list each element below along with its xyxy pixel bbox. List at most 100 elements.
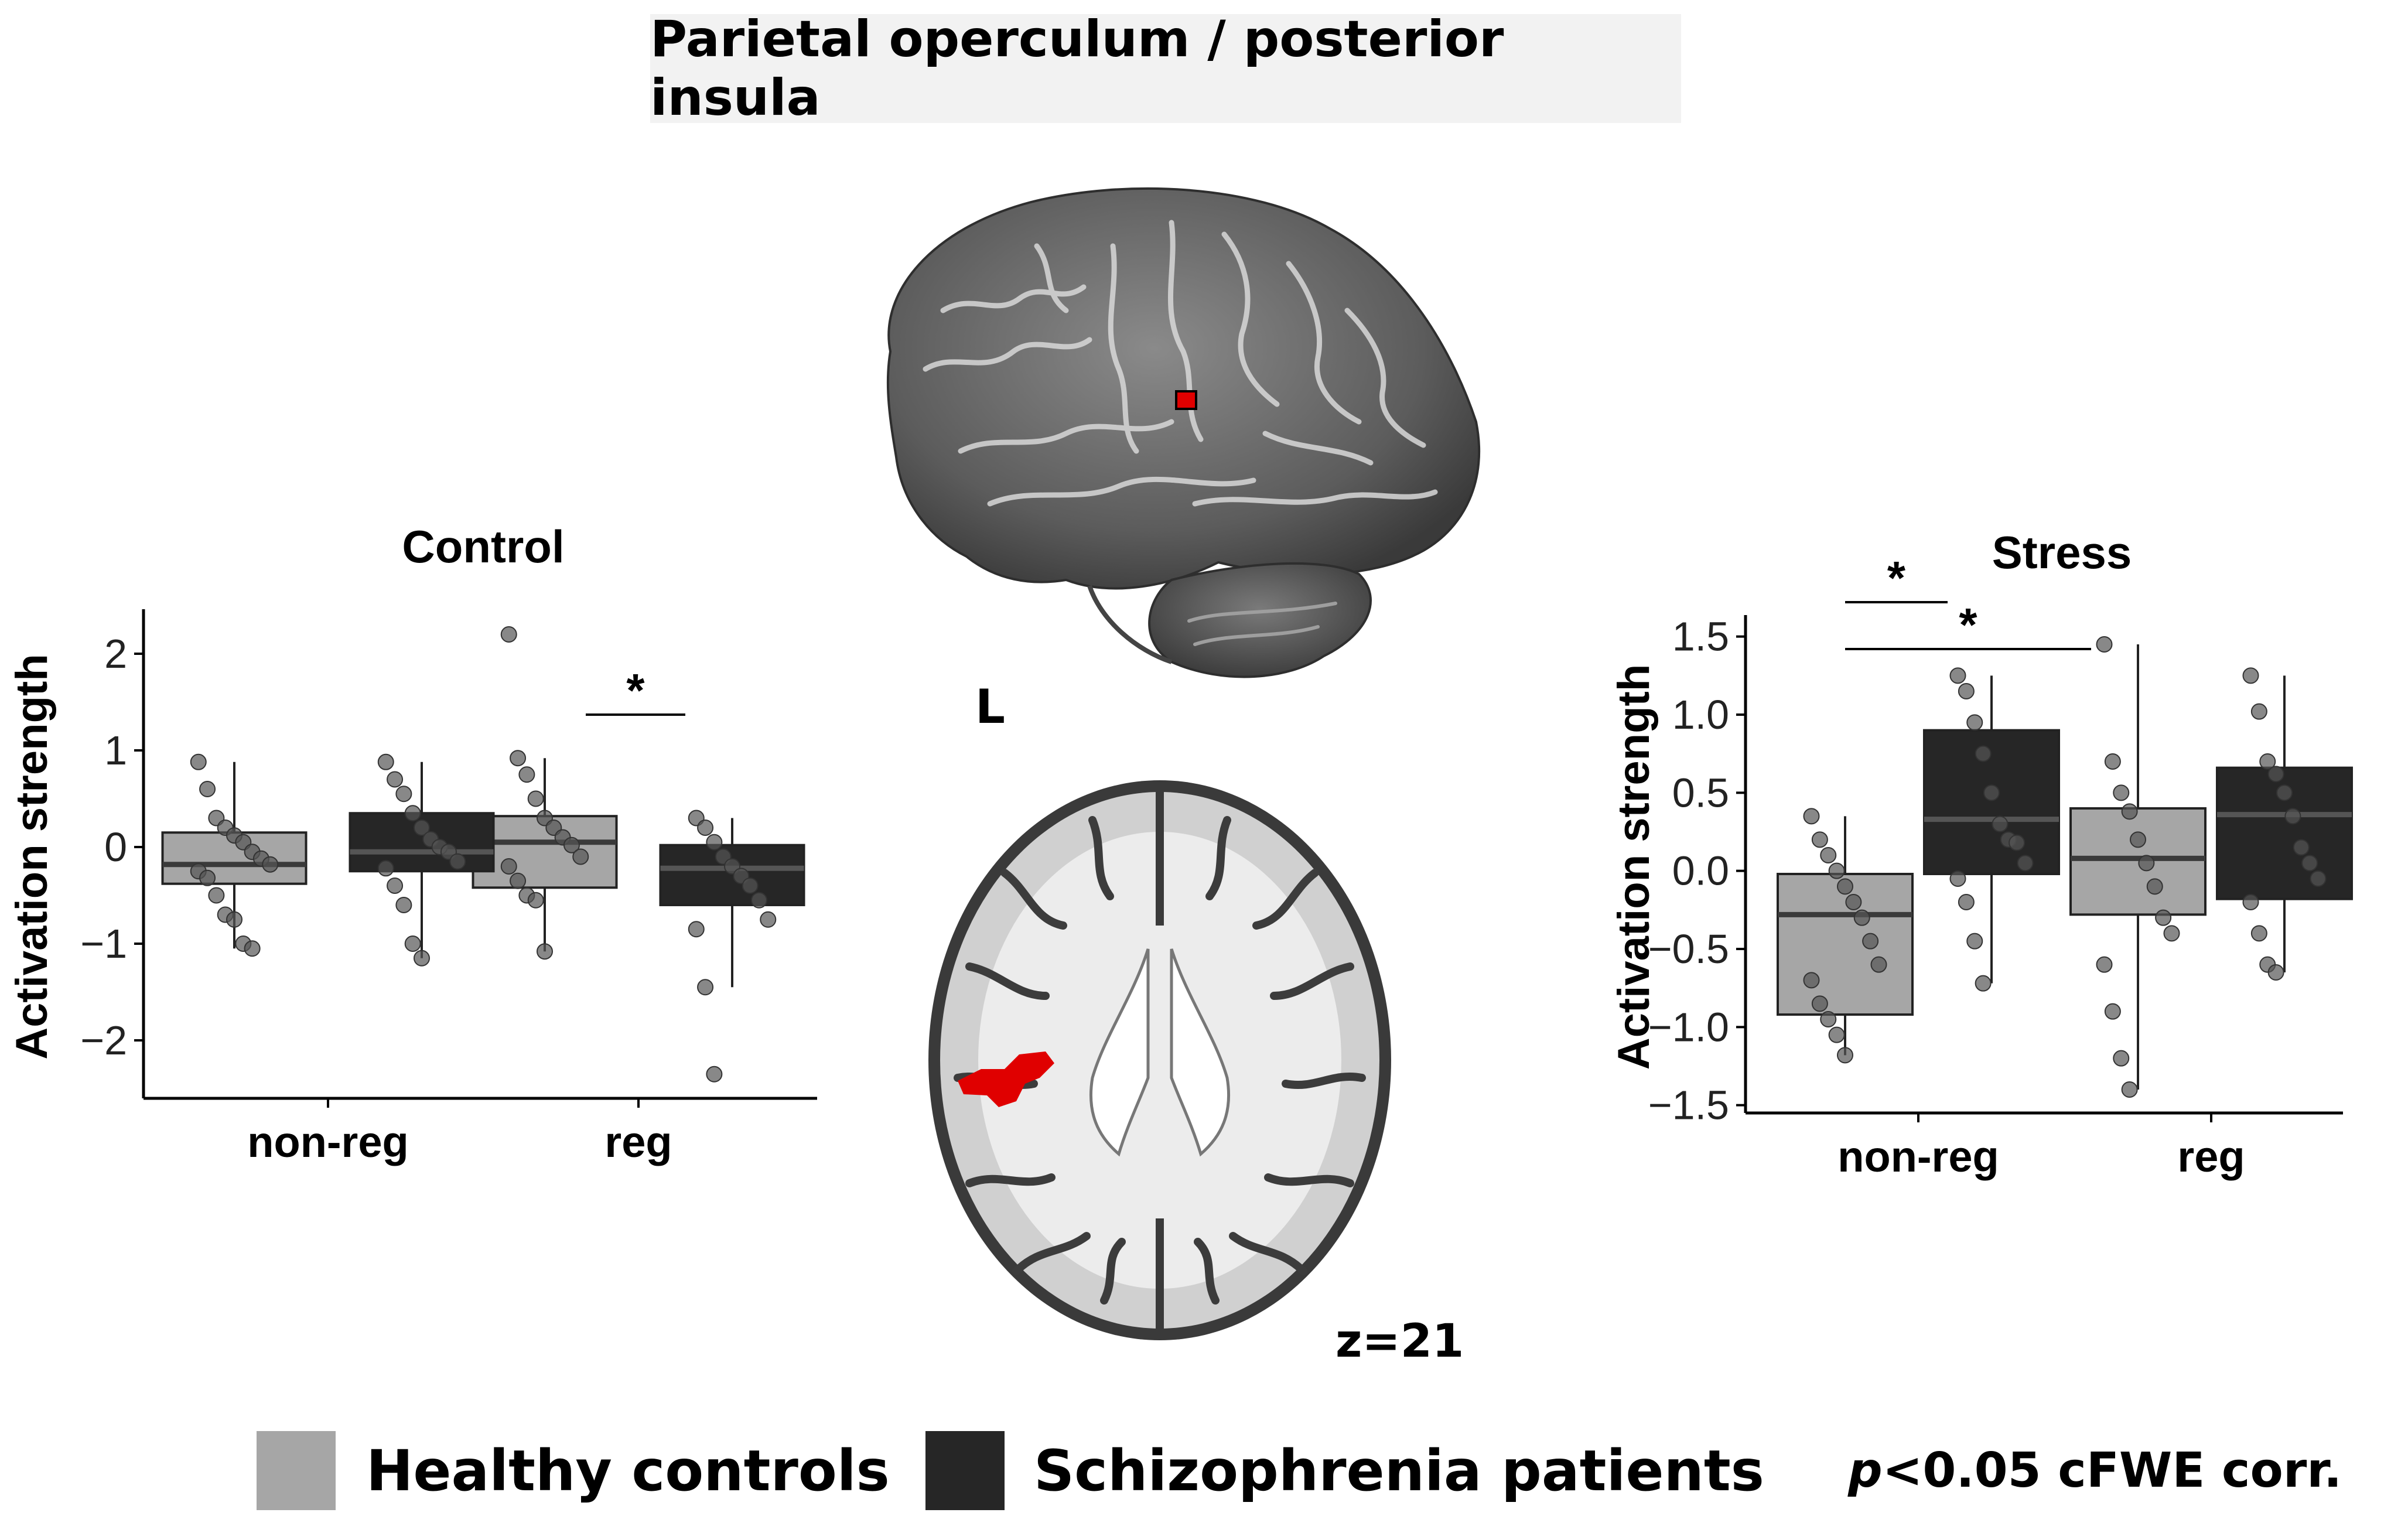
data-point [377, 753, 394, 770]
stress-boxplot: Stress Activation strength 1.5 1.0 0.5 0.0 −0.… [1609, 527, 2353, 1181]
data-point [750, 892, 767, 909]
data-point [1837, 1047, 1853, 1064]
data-point [1820, 847, 1837, 863]
data-point [1975, 745, 1992, 762]
data-point [1958, 894, 1975, 910]
y-tick-label: −0.5 [1648, 926, 1729, 972]
data-point [500, 626, 517, 643]
data-point [2121, 803, 2138, 820]
data-point [2250, 703, 2267, 720]
data-point [537, 943, 553, 960]
y-tick-label: 1.0 [1672, 692, 1729, 737]
data-point [262, 856, 279, 873]
data-point [2096, 636, 2113, 653]
data-point [1828, 862, 1845, 879]
p-threshold: <0.05 cFWE corr. [1882, 1443, 2342, 1498]
y-tick-label: 0.5 [1672, 770, 1729, 815]
legend-swatch-patients [925, 1431, 1005, 1510]
x-tick-label: reg [604, 1118, 672, 1166]
data-point [190, 753, 207, 770]
data-point [1992, 815, 2009, 832]
data-point [2259, 753, 2276, 770]
y-axis-label: Activation strength [1609, 664, 1659, 1070]
data-point [2163, 925, 2180, 942]
data-point [1828, 1026, 1845, 1043]
data-point [1853, 909, 1870, 926]
data-point [1811, 995, 1828, 1012]
data-point [688, 921, 705, 938]
data-point [2293, 839, 2310, 856]
data-point [404, 805, 421, 822]
figure-title-box: Parietal operculum / posterior insula [650, 10, 1681, 127]
data-point [1966, 714, 1983, 731]
legend: Healthy controls Schizophrenia patients … [0, 1415, 2408, 1510]
data-point [199, 869, 216, 886]
data-point [1870, 956, 1887, 973]
data-point [2250, 925, 2267, 942]
data-point [2301, 855, 2318, 872]
y-tick-label: −2 [80, 1018, 127, 1063]
data-point [527, 892, 544, 909]
data-point [377, 860, 394, 877]
box-healthy [1777, 873, 1914, 1016]
data-point [2155, 909, 2172, 926]
data-point [510, 872, 527, 889]
figure-title: Parietal operculum / posterior insula [650, 10, 1504, 127]
data-point [1966, 933, 1983, 950]
legend-swatch-healthy [257, 1431, 336, 1510]
data-point [2096, 956, 2113, 973]
data-point [572, 848, 589, 865]
data-point [2138, 855, 2155, 872]
significance-star: * [626, 664, 645, 716]
x-tick-label: non-reg [247, 1118, 408, 1166]
data-point [510, 750, 527, 767]
y-axis-label: Activation strength [7, 654, 57, 1060]
data-point [2242, 667, 2259, 684]
data-point [414, 820, 430, 836]
data-point [1837, 878, 1853, 895]
data-point [1975, 975, 1992, 992]
data-point [1845, 894, 1862, 910]
data-point [395, 897, 412, 913]
box-patients [659, 844, 805, 907]
brain-axial-slice [928, 780, 1391, 1340]
data-point [527, 790, 544, 807]
data-point [244, 940, 261, 957]
data-point [2009, 834, 2026, 851]
control-boxplot: Control Activation strength 2 1 0 −1 −2 non-reg… [7, 521, 817, 1166]
data-point [414, 950, 430, 967]
data-point [208, 887, 225, 904]
data-point [1811, 831, 1828, 848]
y-tick-label: −1 [80, 921, 127, 967]
y-tick-label: 0 [104, 824, 127, 870]
data-point [387, 877, 404, 894]
data-point [2276, 784, 2293, 801]
data-point [1949, 667, 1966, 684]
x-tick-label: non-reg [1837, 1132, 1999, 1181]
data-point [387, 771, 404, 788]
data-point [1820, 1011, 1837, 1027]
data-point [518, 766, 535, 783]
significance-note: p<0.05 cFWE corr. [1848, 1443, 2342, 1498]
axial-activation-region [958, 1051, 1054, 1107]
data-point [697, 979, 714, 996]
y-tick-label: 1 [104, 728, 127, 773]
data-point [742, 877, 759, 894]
data-point [1949, 870, 1966, 887]
x-tick-label: reg [2177, 1132, 2245, 1181]
data-point [2104, 1003, 2121, 1020]
data-point [697, 820, 714, 836]
data-point [2121, 1081, 2138, 1098]
legend-label-patients: Schizophrenia patients [1034, 1438, 1764, 1504]
data-point [226, 911, 242, 928]
data-point [1803, 972, 1820, 989]
data-point [706, 834, 723, 851]
data-point [1803, 808, 1820, 825]
significance-star: * [1887, 552, 1906, 604]
data-point [2113, 784, 2130, 801]
data-point [449, 853, 466, 870]
y-tick-label: 1.5 [1672, 614, 1729, 660]
lateral-activation-marker [1175, 390, 1197, 410]
data-point [1862, 933, 1879, 950]
box-patients [1923, 729, 2060, 875]
